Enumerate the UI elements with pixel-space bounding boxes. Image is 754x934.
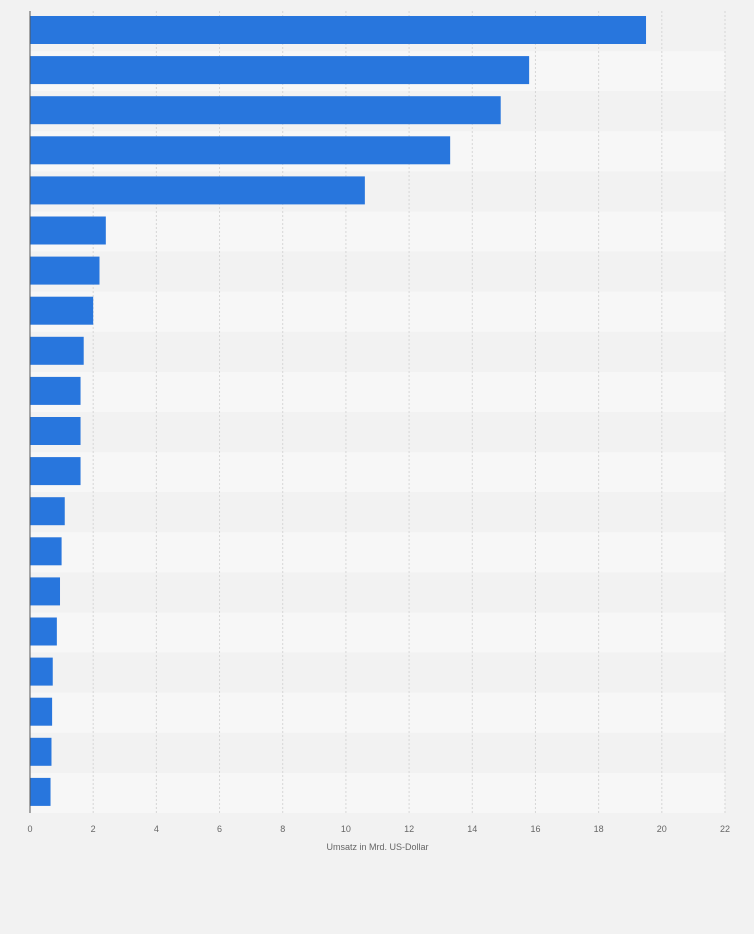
x-tick-label: 4	[154, 824, 159, 834]
x-tick-label: 6	[217, 824, 222, 834]
row-band	[30, 412, 725, 453]
bar	[30, 457, 81, 486]
bar	[30, 176, 365, 205]
row-band	[30, 211, 725, 252]
x-tick-label: 10	[341, 824, 351, 834]
row-band	[30, 732, 725, 773]
bar	[30, 577, 61, 606]
bar	[30, 216, 106, 245]
bar	[30, 417, 81, 445]
bar	[30, 497, 65, 526]
x-tick-label: 12	[404, 824, 414, 834]
bar	[30, 617, 57, 646]
bar	[30, 376, 81, 405]
bar	[30, 737, 52, 766]
x-tick-label: 8	[280, 824, 285, 834]
x-axis-label: Umsatz in Mrd. US-Dollar	[326, 842, 428, 852]
bar	[30, 256, 100, 285]
bar	[30, 136, 451, 165]
bar	[30, 336, 84, 365]
x-tick-label: 2	[91, 824, 96, 834]
bar	[30, 537, 62, 566]
row-band	[30, 371, 725, 412]
bar	[30, 657, 53, 686]
bar	[30, 697, 53, 726]
row-band	[30, 492, 725, 533]
row-band	[30, 291, 725, 332]
bar	[30, 296, 94, 325]
row-band	[30, 572, 725, 613]
row-band	[30, 652, 725, 693]
row-band	[30, 532, 725, 573]
row-bands	[30, 11, 725, 813]
bar	[30, 96, 501, 125]
bar	[30, 777, 51, 806]
row-band	[30, 692, 725, 733]
bars	[30, 16, 647, 806]
x-tick-label: 14	[467, 824, 477, 834]
x-tick-labels: 0 2 4 6 8 10 12 14 16 18 20 22	[27, 824, 730, 834]
x-tick-label: 22	[720, 824, 730, 834]
bar	[30, 56, 530, 85]
row-band	[30, 331, 725, 372]
row-band	[30, 251, 725, 292]
x-tick-label: 16	[530, 824, 540, 834]
x-tick-label: 18	[594, 824, 604, 834]
x-tick-label: 20	[657, 824, 667, 834]
bar	[30, 16, 647, 44]
row-band	[30, 772, 725, 813]
row-band	[30, 612, 725, 653]
x-tick-label: 0	[27, 824, 32, 834]
row-band	[30, 452, 725, 493]
